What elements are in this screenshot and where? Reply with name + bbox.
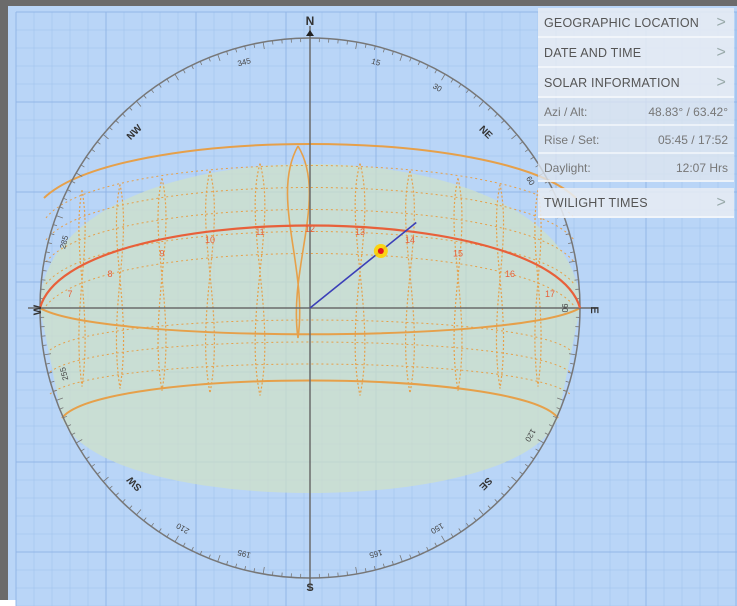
compass-north-label: N <box>306 14 315 28</box>
daylight-value: 12:07 Hrs <box>676 154 728 182</box>
rise-set-row: Rise / Set: 05:45 / 17:52 <box>538 126 734 154</box>
chevron-right-icon: > <box>716 8 726 38</box>
ring-tick <box>272 41 273 45</box>
rise-set-label: Rise / Set: <box>544 133 599 147</box>
rise-set-value: 05:45 / 17:52 <box>658 126 728 154</box>
ring-tick <box>43 345 47 346</box>
hour-label: 17 <box>545 289 555 299</box>
date-and-time-label: DATE AND TIME <box>544 46 641 60</box>
compass-east-label: E <box>588 306 600 313</box>
solar-information-label: SOLAR INFORMATION <box>544 76 680 90</box>
hour-label: 9 <box>159 249 164 259</box>
hour-label: 7 <box>67 289 72 299</box>
daylight-row: Daylight: 12:07 Hrs <box>538 154 734 182</box>
ring-tick <box>347 41 348 45</box>
hour-label: 15 <box>453 249 463 259</box>
azi-alt-value: 48.83° / 63.42° <box>648 98 728 126</box>
ring-tick <box>573 270 577 271</box>
hour-label: 11 <box>255 227 264 237</box>
twilight-times-header[interactable]: TWILIGHT TIMES > <box>538 188 734 218</box>
ring-tick <box>573 345 577 346</box>
bearing-label: 90 <box>560 304 569 313</box>
hour-label: 14 <box>405 235 415 245</box>
hour-label: 16 <box>505 269 515 279</box>
hour-label: 8 <box>107 269 112 279</box>
geographic-location-header[interactable]: GEOGRAPHIC LOCATION > <box>538 8 734 38</box>
daylight-label: Daylight: <box>544 161 591 175</box>
chevron-right-icon: > <box>716 68 726 98</box>
chevron-right-icon: > <box>716 188 726 218</box>
ring-tick <box>272 571 273 575</box>
solar-information-header[interactable]: SOLAR INFORMATION > <box>538 68 734 98</box>
date-and-time-header[interactable]: DATE AND TIME > <box>538 38 734 68</box>
compass-south-label: S <box>306 582 313 594</box>
ring-tick <box>347 571 348 575</box>
info-panel: GEOGRAPHIC LOCATION > DATE AND TIME > SO… <box>538 8 734 218</box>
hour-label: 13 <box>355 227 365 237</box>
geographic-location-label: GEOGRAPHIC LOCATION <box>544 16 699 30</box>
sun-icon <box>378 248 384 254</box>
twilight-times-label: TWILIGHT TIMES <box>544 196 648 210</box>
chevron-right-icon: > <box>716 38 726 68</box>
hour-label: 12 <box>305 224 315 234</box>
hour-label: 10 <box>205 235 215 245</box>
azi-alt-row: Azi / Alt: 48.83° / 63.42° <box>538 98 734 126</box>
azi-alt-label: Azi / Alt: <box>544 105 587 119</box>
compass-west-label: W <box>32 304 44 315</box>
ring-tick <box>43 270 47 271</box>
